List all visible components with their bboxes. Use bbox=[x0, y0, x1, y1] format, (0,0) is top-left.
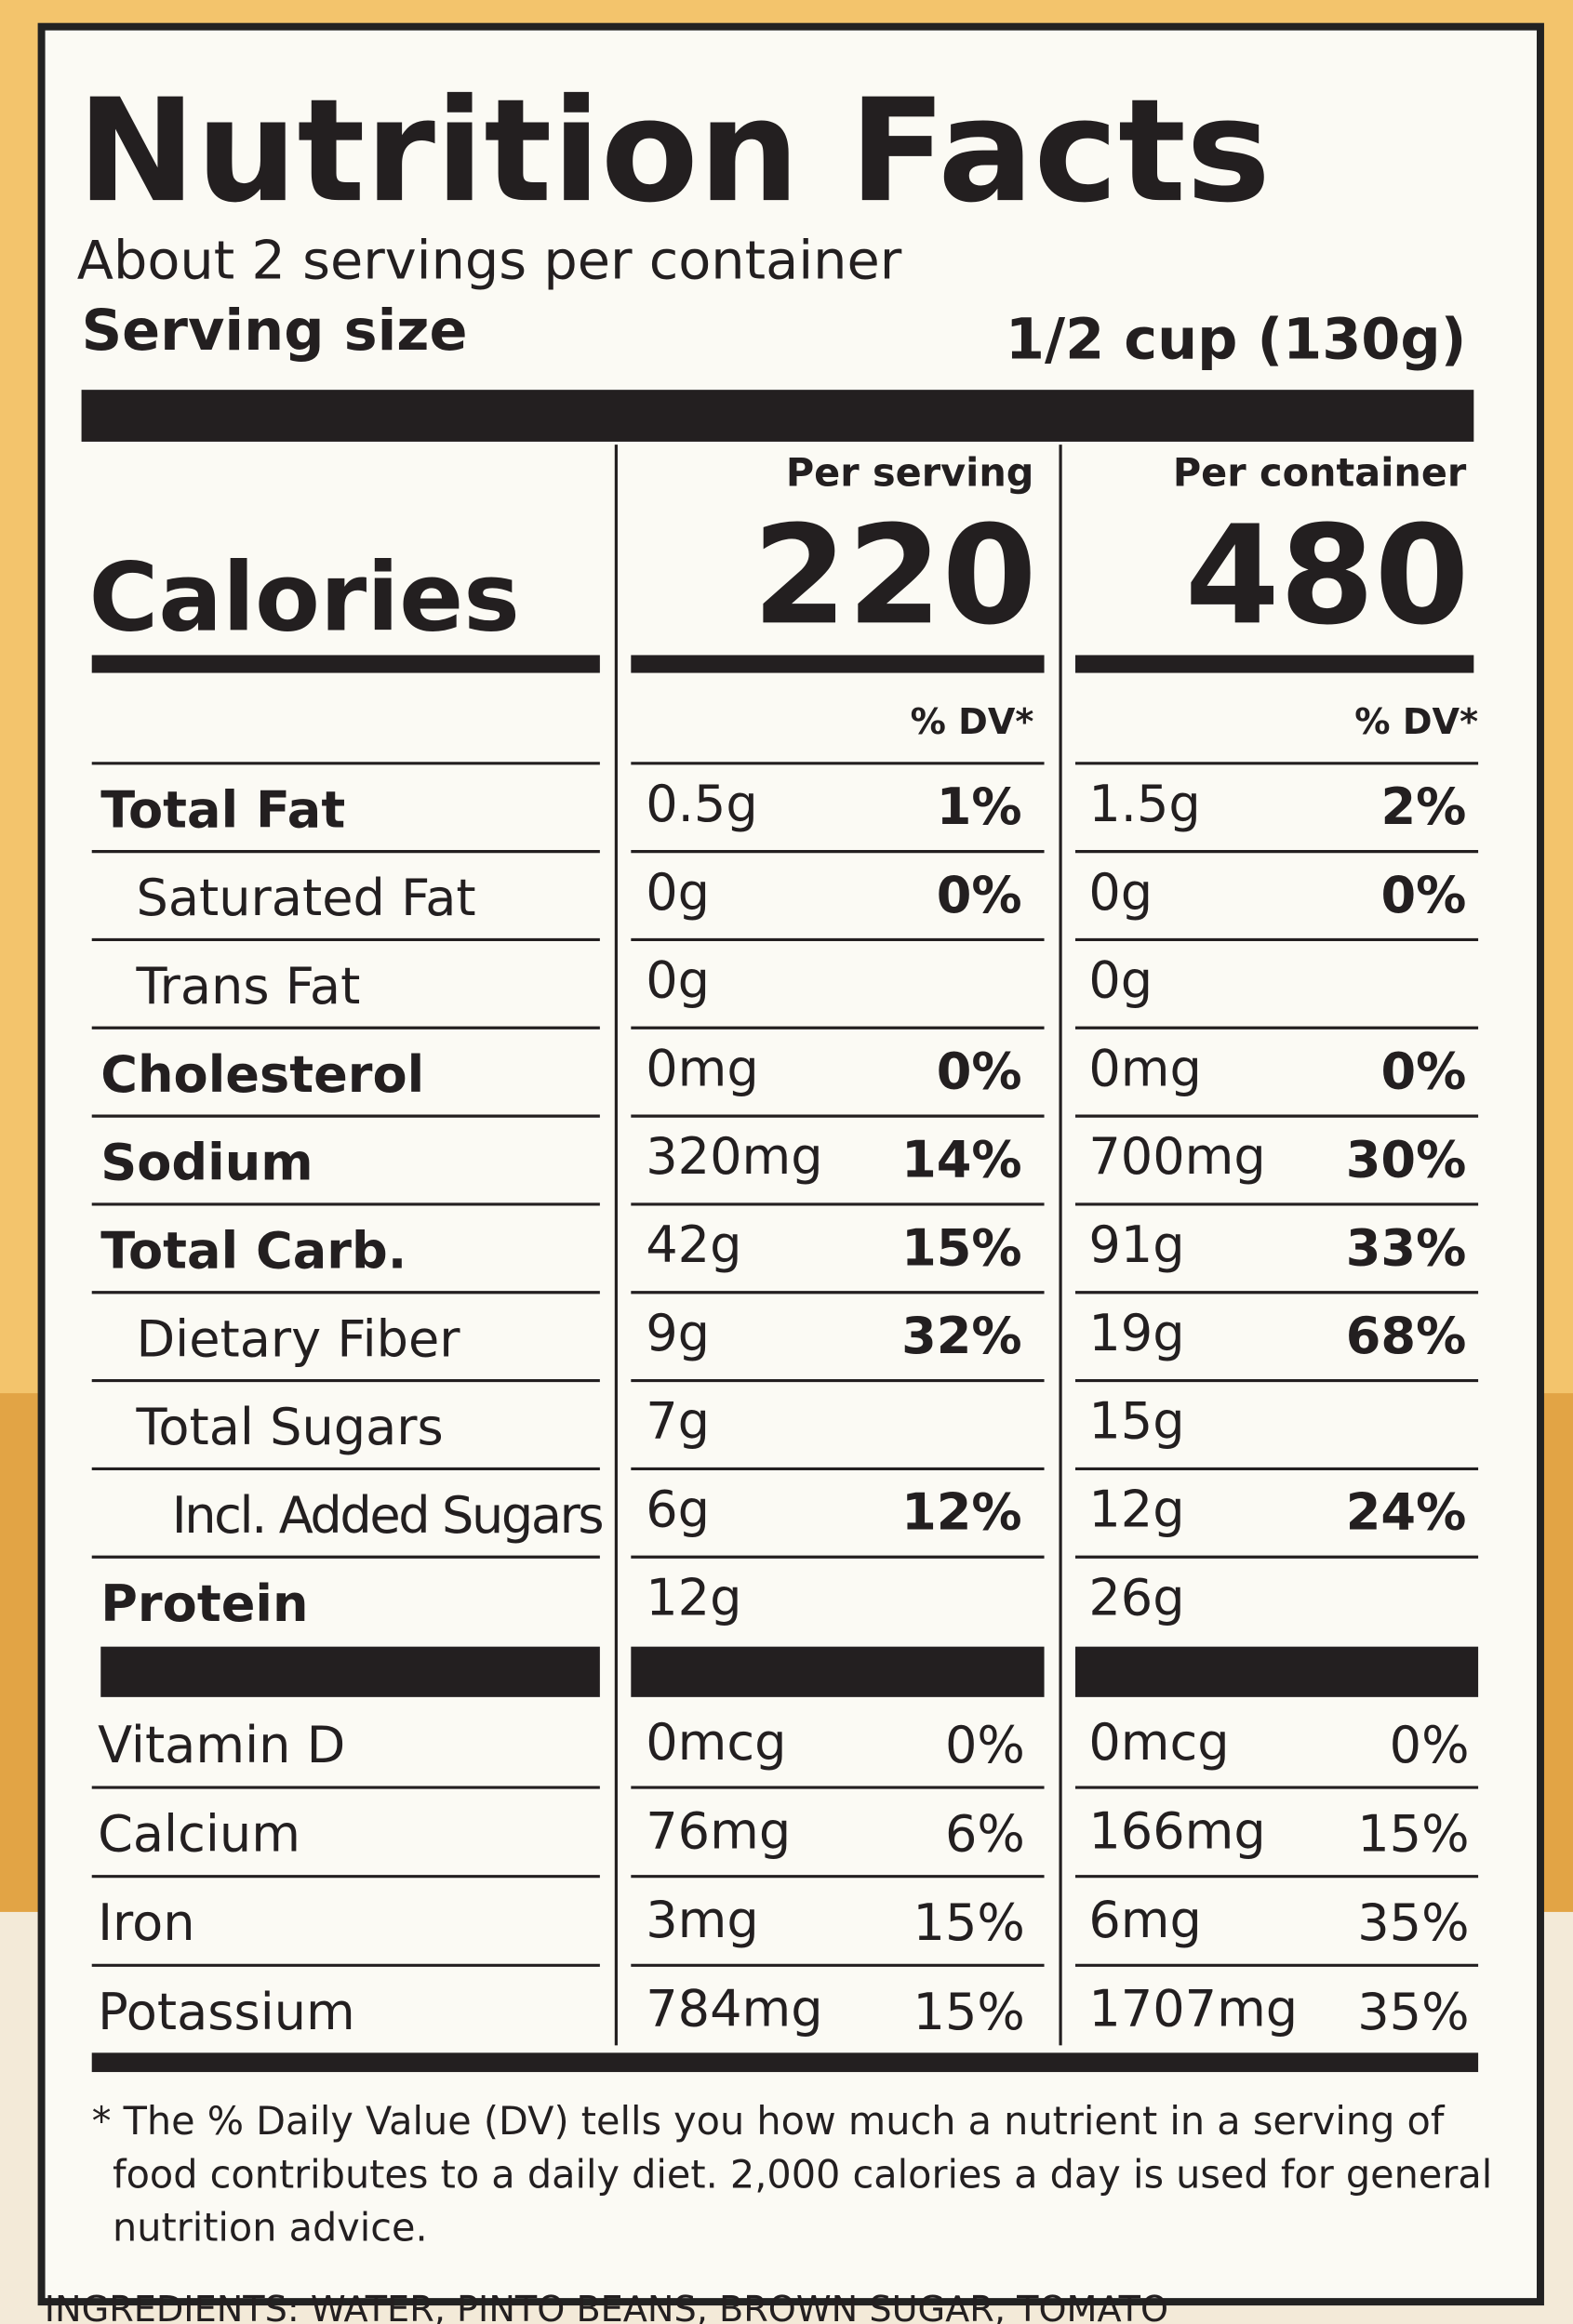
column-header: Per serving bbox=[786, 451, 1034, 496]
daily-value: 0% bbox=[937, 866, 1022, 924]
daily-value: 0% bbox=[1390, 1716, 1470, 1774]
nutrient-name: Incl. Added Sugars bbox=[172, 1486, 605, 1545]
amount: 26g bbox=[1088, 1568, 1184, 1627]
nutrient-name: Saturated Fat bbox=[136, 869, 475, 927]
nutrient-name: Total Carb. bbox=[100, 1221, 407, 1280]
calories-value: 220 bbox=[753, 496, 1037, 655]
ingredients: INGREDIENTS: WATER, PINTO BEANS, BROWN S… bbox=[45, 2290, 1168, 2324]
amount: 0mcg bbox=[1088, 1713, 1229, 1772]
column-header: Per container bbox=[1173, 451, 1467, 496]
vitamin-name: Iron bbox=[98, 1893, 194, 1952]
amount: 0g bbox=[1088, 863, 1153, 922]
nutrient-name: Protein bbox=[100, 1574, 308, 1633]
daily-value: 24% bbox=[1346, 1483, 1467, 1542]
daily-value: 15% bbox=[913, 1983, 1025, 2041]
nutrient-name: Trans Fat bbox=[135, 957, 360, 1016]
daily-value: 15% bbox=[901, 1218, 1022, 1277]
amount: 1.5g bbox=[1088, 775, 1200, 833]
rows: Total Fat 0.5g 1% 1.5g 2% Saturated Fat 0g 0% 0g… bbox=[91, 762, 1479, 2041]
amount: 784mg bbox=[646, 1980, 822, 2038]
thick-rule bbox=[81, 390, 1474, 442]
daily-value: 33% bbox=[1346, 1218, 1467, 1277]
daily-value: 0% bbox=[945, 1716, 1025, 1774]
amount: 12g bbox=[1088, 1481, 1184, 1539]
daily-value: 12% bbox=[901, 1483, 1022, 1542]
daily-value: 30% bbox=[1346, 1130, 1467, 1189]
vitamin-name: Vitamin D bbox=[98, 1716, 345, 1774]
daily-value: 2% bbox=[1380, 777, 1466, 836]
amount: 19g bbox=[1088, 1304, 1184, 1362]
daily-value: 0% bbox=[937, 1042, 1022, 1101]
footnote-line: nutrition advice. bbox=[113, 2206, 428, 2251]
nutrient-name: Dietary Fiber bbox=[136, 1309, 460, 1368]
amount: 0g bbox=[646, 951, 710, 1010]
amount: 0mg bbox=[646, 1039, 759, 1097]
thick-rule bbox=[1074, 1646, 1479, 1697]
daily-value: 6% bbox=[945, 1805, 1025, 1864]
dv-header: % DV* bbox=[1354, 702, 1478, 743]
thick-rule bbox=[631, 1646, 1045, 1697]
medium-rule bbox=[91, 655, 600, 673]
vitamin-name: Potassium bbox=[98, 1983, 355, 2041]
amount: 15g bbox=[1088, 1392, 1184, 1451]
footnote-line: * The % Daily Value (DV) tells you how m… bbox=[92, 2099, 1446, 2144]
servings: About 2 servings per container bbox=[77, 230, 902, 292]
amount: 6g bbox=[646, 1481, 710, 1539]
amount: 76mg bbox=[646, 1801, 791, 1860]
amount: 0mcg bbox=[646, 1713, 786, 1772]
daily-value: 15% bbox=[913, 1893, 1025, 1952]
daily-value: 0% bbox=[1380, 1042, 1466, 1101]
amount: 9g bbox=[646, 1304, 710, 1362]
amount: 0g bbox=[646, 863, 710, 922]
footnote-line: food contributes to a daily diet. 2,000 … bbox=[113, 2152, 1492, 2197]
serving-size: 1/2 cup (130g) bbox=[1006, 308, 1466, 373]
amount: 0mg bbox=[1088, 1039, 1202, 1097]
amount: 12g bbox=[646, 1568, 741, 1627]
medium-rule bbox=[631, 655, 1045, 673]
dv-header: % DV* bbox=[911, 702, 1034, 743]
medium-rule bbox=[91, 2052, 1479, 2073]
daily-value: 35% bbox=[1357, 1893, 1469, 1952]
amount: 700mg bbox=[1088, 1127, 1265, 1186]
amount: 42g bbox=[646, 1215, 741, 1274]
nutrient-name: Total Sugars bbox=[135, 1398, 443, 1456]
amount: 3mg bbox=[646, 1891, 759, 1949]
daily-value: 14% bbox=[901, 1130, 1022, 1189]
daily-value: 1% bbox=[937, 777, 1022, 836]
thick-rule bbox=[100, 1646, 600, 1697]
daily-value: 68% bbox=[1346, 1307, 1467, 1365]
daily-value: 0% bbox=[1380, 866, 1466, 924]
amount: 166mg bbox=[1088, 1801, 1265, 1860]
amount: 0.5g bbox=[646, 775, 757, 833]
vitamin-name: Calcium bbox=[98, 1805, 300, 1864]
amount: 7g bbox=[646, 1392, 710, 1451]
amount: 91g bbox=[1088, 1215, 1184, 1274]
amount: 6mg bbox=[1088, 1891, 1202, 1949]
calories-label: Calories bbox=[89, 542, 520, 653]
amount: 1707mg bbox=[1088, 1980, 1298, 2038]
daily-value: 35% bbox=[1357, 1983, 1469, 2041]
medium-rule bbox=[1074, 655, 1474, 673]
serving-size-label: Serving size bbox=[82, 299, 468, 364]
nutrient-name: Total Fat bbox=[100, 780, 345, 839]
nutrient-name: Sodium bbox=[100, 1134, 313, 1192]
title: Nutrition Facts bbox=[77, 69, 1271, 234]
amount: 320mg bbox=[646, 1127, 822, 1186]
daily-value: 15% bbox=[1357, 1805, 1469, 1864]
nutrient-name: Cholesterol bbox=[100, 1045, 424, 1104]
amount: 0g bbox=[1088, 951, 1153, 1010]
calories-value: 480 bbox=[1185, 496, 1470, 655]
daily-value: 32% bbox=[901, 1307, 1022, 1365]
